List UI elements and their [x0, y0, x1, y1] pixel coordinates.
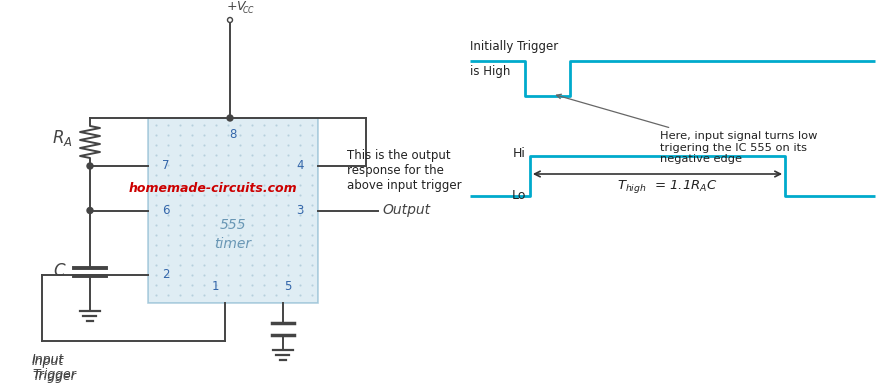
Text: 4: 4	[296, 160, 304, 172]
Text: Output: Output	[382, 203, 430, 217]
Text: 5: 5	[284, 280, 291, 294]
Text: 8: 8	[229, 127, 237, 140]
Text: Lo: Lo	[511, 190, 525, 203]
Text: Input
Trigger: Input Trigger	[32, 353, 76, 381]
Text: $+V$: $+V$	[226, 0, 247, 13]
Text: 3: 3	[296, 204, 304, 217]
Text: Here, input signal turns low
trigering the IC 555 on its
negative edge: Here, input signal turns low trigering t…	[556, 94, 817, 164]
Text: $T_{high}$  = 1.1$R_A$$C$: $T_{high}$ = 1.1$R_A$$C$	[617, 178, 717, 195]
Text: $C$: $C$	[53, 262, 66, 280]
Text: 555: 555	[220, 218, 246, 232]
Text: Input
Trigger: Input Trigger	[32, 355, 76, 383]
Text: homemade-circuits.com: homemade-circuits.com	[128, 182, 297, 195]
Text: Initially Trigger: Initially Trigger	[470, 40, 557, 53]
Circle shape	[87, 208, 93, 213]
Circle shape	[227, 115, 233, 121]
Text: timer: timer	[214, 237, 252, 251]
Text: Hi: Hi	[512, 147, 525, 160]
Text: $R_A$: $R_A$	[51, 128, 73, 148]
Text: $_{CC}$: $_{CC}$	[242, 5, 254, 17]
Text: 7: 7	[162, 160, 169, 172]
Bar	[148, 118, 318, 303]
Text: is High: is High	[470, 65, 509, 78]
Text: This is the output
response for the
above input trigger: This is the output response for the abov…	[347, 149, 462, 192]
Text: 1: 1	[211, 280, 219, 294]
Text: 2: 2	[162, 269, 169, 282]
Text: 6: 6	[162, 204, 169, 217]
Circle shape	[87, 163, 93, 169]
